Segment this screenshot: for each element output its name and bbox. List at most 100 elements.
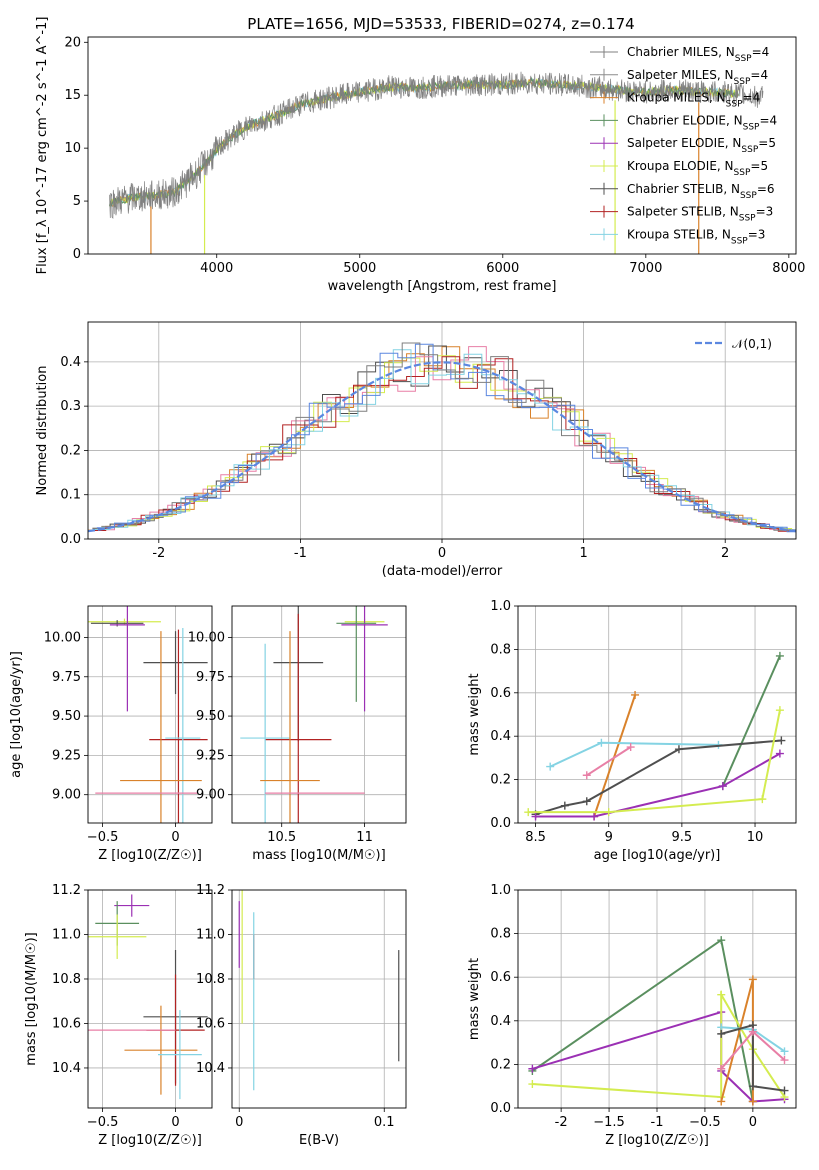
x-axis-label: mass [log10(M/M☉)] xyxy=(252,848,385,863)
y-tick-label: 0.6 xyxy=(490,686,511,701)
weight-marker xyxy=(590,812,599,821)
y-tick-label: 9.25 xyxy=(52,748,81,763)
x-tick-label: 0 xyxy=(171,1115,179,1130)
weight-marker xyxy=(546,762,555,771)
figure-title: PLATE=1656, MJD=53533, FIBERID=0274, z=0… xyxy=(247,15,634,33)
y-tick-label: 10 xyxy=(64,141,81,156)
y-tick-label: 11.0 xyxy=(196,927,225,942)
spectrum-legend: Chabrier MILES, NSSP=4 Salpeter MILES, NS… xyxy=(590,45,777,246)
weight-marker xyxy=(775,651,784,660)
legend-entry: Chabrier MILES, NSSP=4 xyxy=(627,45,769,64)
y-tick-label: 1.0 xyxy=(490,883,511,898)
legend-entry: Chabrier STELIB, NSSP=6 xyxy=(627,182,775,201)
axes-mass_vs_ebv: 0 0.1 10.4 10.6 10.8 11.0 11.2 E(B-V) xyxy=(196,883,407,1148)
weight-series-line xyxy=(593,694,637,817)
x-axis-label: Z [log10(Z/Z☉)] xyxy=(98,1133,202,1148)
histogram-step xyxy=(101,342,796,532)
weight-marker xyxy=(524,808,533,817)
plot-area-age_vs_mass xyxy=(240,606,388,823)
axes-frame xyxy=(87,36,797,255)
weight-marker xyxy=(597,738,606,747)
axes-age_vs_mass: 10.5 11 9.00 9.25 9.50 9.75 10.00 mass [log10(M… xyxy=(188,605,407,863)
y-tick-label: 0 xyxy=(73,247,81,262)
weight-series-line xyxy=(586,746,632,777)
x-tick-label: -2 xyxy=(152,546,165,561)
x-tick-label: 2 xyxy=(721,546,729,561)
y-tick-label: 1.0 xyxy=(490,599,511,614)
x-tick-label: 0 xyxy=(749,1115,757,1130)
x-axis-label: wavelength [Angstrom, rest frame] xyxy=(328,279,557,294)
legend-entry: Salpeter STELIB, NSSP=3 xyxy=(627,205,773,224)
y-tick-label: 9.00 xyxy=(196,788,225,803)
weight-marker xyxy=(604,808,613,817)
y-tick-label: 10.8 xyxy=(196,972,225,987)
x-tick-label: 0 xyxy=(171,830,179,845)
y-tick-label: 11.0 xyxy=(52,927,81,942)
y-tick-label: 0.8 xyxy=(490,927,511,942)
y-axis-label: mass weight xyxy=(467,958,482,1040)
x-axis-label: age [log10(age/yr)] xyxy=(594,848,721,863)
y-tick-label: 9.00 xyxy=(52,788,81,803)
y-tick-label: 10.6 xyxy=(196,1016,225,1031)
weight-marker xyxy=(777,736,786,745)
x-tick-label: 7000 xyxy=(629,261,662,276)
weight-series-line xyxy=(535,739,782,816)
weight-marker xyxy=(626,743,635,752)
x-tick-label: -2 xyxy=(555,1115,568,1130)
legend-entry: Chabrier ELODIE, NSSP=4 xyxy=(627,113,777,132)
x-axis-label: (data-model)/error xyxy=(382,564,503,579)
x-tick-label: −1.5 xyxy=(593,1115,625,1130)
axes-frame xyxy=(517,605,797,824)
weight-marker xyxy=(528,1064,537,1073)
axes-mass_vs_Z: −0.5 0 10.4 10.6 10.8 11.0 11.2 Z [log10(Z/Z☉)]… xyxy=(24,883,213,1148)
y-tick-label: 0.8 xyxy=(490,642,511,657)
weight-marker xyxy=(780,1086,789,1095)
x-tick-label: 1 xyxy=(579,546,587,561)
axes-weight_vs_Z: -2 −1.5 -1 −0.5 0 0.0 0.2 0.4 0.6 0.8 1.0 Z [log10(… xyxy=(467,883,797,1148)
x-tick-label: -1 xyxy=(651,1115,664,1130)
x-axis-label: Z [log10(Z/Z☉)] xyxy=(605,1133,709,1148)
weight-marker xyxy=(717,990,726,999)
y-tick-label: 9.50 xyxy=(196,709,225,724)
weight-series-line xyxy=(549,741,719,768)
weight-marker xyxy=(531,812,540,821)
legend-entry: 𝒩(0,1) xyxy=(732,337,772,351)
axes-spectrum: 4000 5000 6000 7000 8000 0 5 10 15 20 wavelength [… xyxy=(35,17,805,294)
legend-entry: Kroupa ELODIE, NSSP=5 xyxy=(627,159,768,178)
weight-marker xyxy=(780,1047,789,1056)
y-tick-label: 0.4 xyxy=(490,729,511,744)
weight-marker xyxy=(560,801,569,810)
weight-marker xyxy=(717,1029,726,1038)
x-tick-label: -1 xyxy=(294,546,307,561)
weight-marker xyxy=(717,936,726,945)
x-tick-label: 9.5 xyxy=(672,830,693,845)
y-tick-label: 0.2 xyxy=(490,1057,511,1072)
x-tick-label: 8000 xyxy=(772,261,805,276)
y-axis-label: mass weight xyxy=(467,673,482,755)
y-tick-label: 11.2 xyxy=(196,883,225,898)
y-tick-label: 0.4 xyxy=(60,355,81,370)
y-tick-label: 10.4 xyxy=(196,1061,225,1076)
y-tick-label: 0.1 xyxy=(60,488,81,503)
weight-marker xyxy=(582,771,591,780)
plot-area-spectrum xyxy=(109,71,764,254)
axes-frame xyxy=(87,889,213,1109)
y-tick-label: 0.0 xyxy=(490,816,511,831)
y-axis-label: mass [log10(M/M☉)] xyxy=(24,932,39,1065)
x-tick-label: 0.1 xyxy=(374,1115,395,1130)
x-axis-label: Z [log10(Z/Z☉)] xyxy=(98,848,202,863)
weight-marker xyxy=(718,782,727,791)
axes-weight_vs_age: 8.5 9 9.5 10 0.0 0.2 0.4 0.6 0.8 1.0 age [log10(ag… xyxy=(467,599,797,863)
y-tick-label: 10.6 xyxy=(52,1016,81,1031)
axes-frame xyxy=(231,605,407,824)
weight-marker xyxy=(748,1027,757,1036)
x-tick-label: −0.5 xyxy=(87,830,119,845)
axes-frame xyxy=(231,889,407,1109)
normal-curve xyxy=(88,361,796,533)
weight-marker xyxy=(748,1097,757,1106)
legend-entry: Kroupa STELIB, NSSP=3 xyxy=(627,227,765,246)
x-tick-label: 11 xyxy=(356,830,373,845)
data-spectrum-line xyxy=(109,71,764,219)
